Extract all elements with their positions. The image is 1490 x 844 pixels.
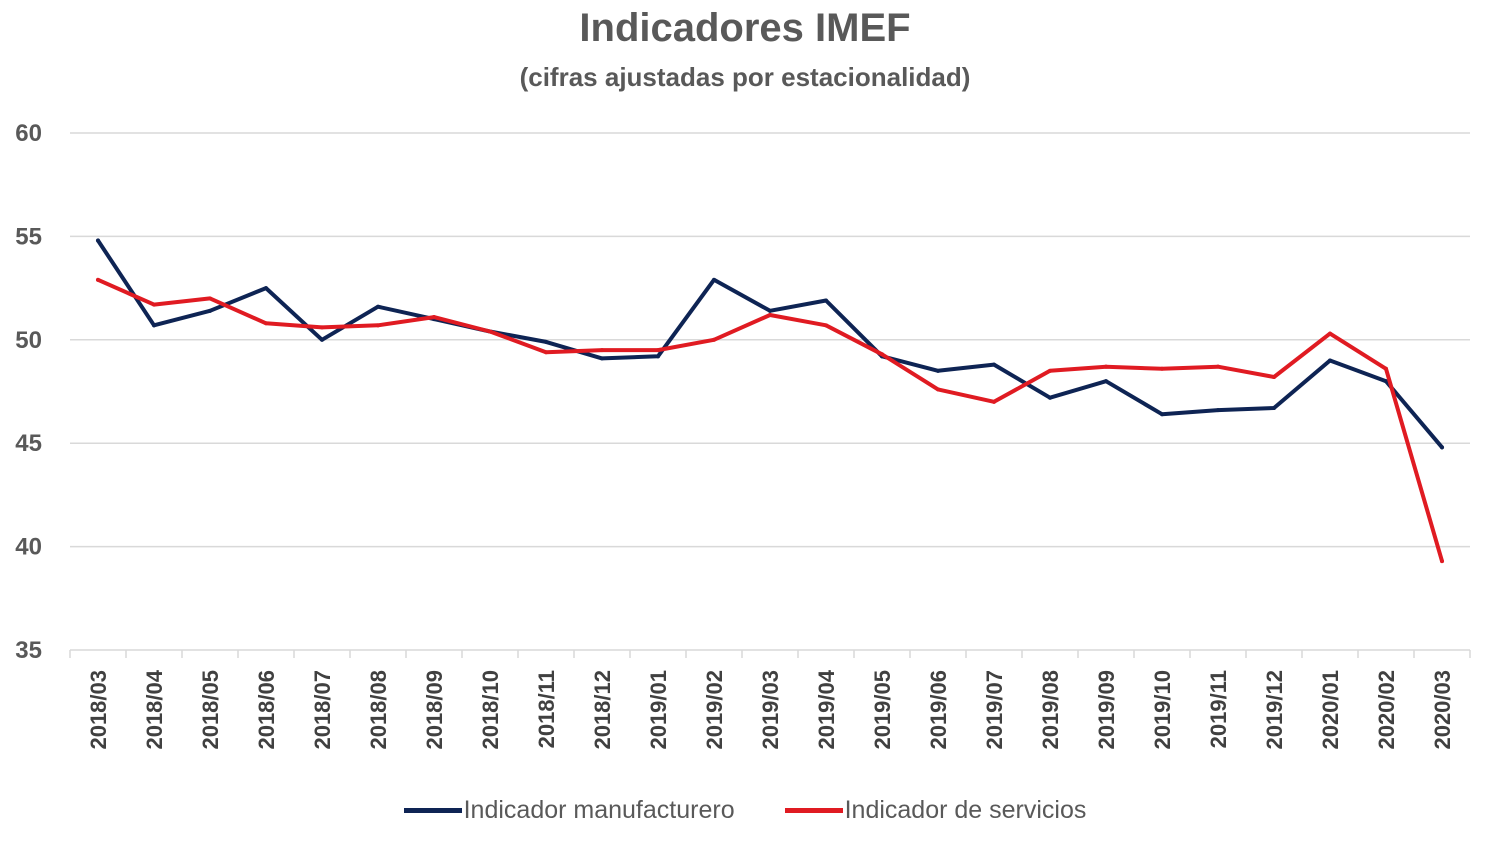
data-point-s1-24	[1440, 559, 1444, 564]
data-point-s1-6	[432, 315, 436, 320]
data-point-s0-9	[600, 356, 604, 361]
y-tick-label-35: 35	[15, 637, 42, 664]
data-point-s1-4	[320, 325, 324, 330]
x-tick-label-2019-02: 2019/02	[702, 670, 727, 750]
data-point-s1-23	[1384, 366, 1388, 371]
legend: Indicador manufacturero Indicador de ser…	[0, 796, 1490, 825]
x-tick-label-2019-07: 2019/07	[982, 670, 1007, 750]
x-tick-label-2019-12: 2019/12	[1262, 670, 1287, 750]
data-point-s0-24	[1440, 445, 1444, 450]
data-point-s0-13	[824, 298, 828, 303]
x-tick-label-2018-09: 2018/09	[422, 670, 447, 750]
x-tick-label-2020-02: 2020/02	[1374, 670, 1399, 750]
x-tick-label-2019-03: 2019/03	[758, 670, 783, 750]
data-point-s1-15	[936, 387, 940, 392]
data-point-s0-12	[768, 308, 772, 313]
data-point-s1-0	[96, 277, 100, 282]
gridlines	[70, 132, 1470, 548]
data-point-s1-10	[656, 348, 660, 353]
data-point-s1-7	[488, 329, 492, 334]
data-point-s1-13	[824, 323, 828, 328]
data-point-s1-2	[208, 296, 212, 301]
data-point-s0-17	[1048, 395, 1052, 400]
y-tick-label-50: 50	[15, 327, 42, 354]
x-tick-label-2019-06: 2019/06	[926, 670, 951, 750]
x-tick-label-2020-01: 2020/01	[1318, 670, 1343, 750]
series-line-0	[96, 238, 1444, 450]
x-tick-label-2019-04: 2019/04	[814, 669, 839, 749]
y-tick-label-55: 55	[15, 223, 42, 250]
data-point-s1-22	[1328, 331, 1332, 336]
data-point-s0-21	[1272, 406, 1276, 411]
y-axis-ticks: 35 40 45 50 55 60	[15, 120, 42, 664]
data-point-s1-18	[1104, 364, 1108, 369]
data-point-s1-14	[880, 352, 884, 357]
data-point-s1-9	[600, 348, 604, 353]
data-point-s0-16	[992, 362, 996, 367]
x-tick-label-2018-08: 2018/08	[366, 670, 391, 750]
data-point-s1-20	[1216, 364, 1220, 369]
data-point-s0-0	[96, 238, 100, 243]
data-point-s0-19	[1160, 412, 1164, 417]
legend-label-manufacturero: Indicador manufacturero	[463, 796, 735, 824]
chart-title: Indicadores IMEF	[579, 6, 911, 50]
x-tick-label-2018-12: 2018/12	[590, 670, 615, 750]
x-tick-label-2018-04: 2018/04	[142, 669, 167, 749]
data-point-s0-1	[152, 323, 156, 328]
x-tick-label-2019-05: 2019/05	[870, 670, 895, 750]
y-tick-label-45: 45	[15, 430, 42, 457]
data-point-s0-10	[656, 354, 660, 359]
data-point-s1-8	[544, 350, 548, 355]
x-tick-label-2019-11: 2019/11	[1206, 670, 1231, 748]
data-point-s1-12	[768, 312, 772, 317]
data-point-s0-15	[936, 368, 940, 373]
x-tick-label-2018-06: 2018/06	[254, 670, 279, 750]
data-point-s0-11	[712, 277, 716, 282]
data-point-s0-22	[1328, 358, 1332, 363]
y-tick-label-40: 40	[15, 534, 42, 561]
x-tick-label-2018-07: 2018/07	[310, 670, 335, 750]
series-line-1	[96, 277, 1444, 564]
data-point-s0-3	[264, 286, 268, 291]
data-point-s0-4	[320, 337, 324, 342]
data-point-s1-11	[712, 337, 716, 342]
data-point-s0-2	[208, 308, 212, 313]
x-tick-label-2019-01: 2019/01	[646, 670, 671, 750]
x-tick-label-2019-10: 2019/10	[1150, 670, 1175, 750]
x-tick-label-2020-03: 2020/03	[1430, 670, 1455, 750]
data-point-s1-19	[1160, 366, 1164, 371]
legend-label-servicios: Indicador de servicios	[844, 796, 1087, 824]
x-tick-label-2018-10: 2018/10	[478, 670, 503, 750]
x-axis: 2018/03 2018/04 2018/05 2018/06 2018/07 2018/…	[69, 649, 1471, 750]
chart-subtitle: (cifras ajustadas por estacionalidad)	[519, 62, 971, 92]
x-tick-label-2019-09: 2019/09	[1094, 670, 1119, 750]
data-point-s1-3	[264, 321, 268, 326]
y-tick-label-60: 60	[15, 120, 42, 147]
data-point-s0-8	[544, 339, 548, 344]
legend-item-servicios: Indicador de servicios	[784, 796, 1087, 825]
x-tick-label-2018-11: 2018/11	[534, 670, 559, 748]
legend-swatch-manufacturero	[403, 808, 462, 813]
data-point-s0-18	[1104, 379, 1108, 384]
legend-swatch-servicios	[784, 808, 843, 813]
data-point-s1-16	[992, 399, 996, 404]
data-point-s1-1	[152, 302, 156, 307]
data-point-s1-21	[1272, 375, 1276, 380]
legend-item-manufacturero: Indicador manufacturero	[403, 796, 735, 825]
data-point-s0-5	[376, 304, 380, 309]
x-tick-label-2018-03: 2018/03	[86, 670, 111, 750]
x-tick-label-2018-05: 2018/05	[198, 670, 223, 750]
data-point-s1-5	[376, 323, 380, 328]
data-point-s0-23	[1384, 379, 1388, 384]
data-point-s0-20	[1216, 408, 1220, 413]
x-tick-label-2019-08: 2019/08	[1038, 670, 1063, 750]
series-lines	[96, 238, 1444, 564]
data-point-s1-17	[1048, 368, 1052, 373]
